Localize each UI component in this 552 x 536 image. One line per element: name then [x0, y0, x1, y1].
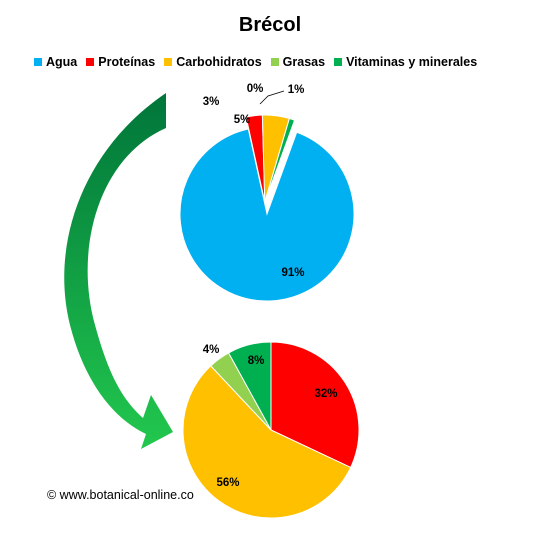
pie2-slice-vitaminas-y-minerales	[227, 341, 272, 431]
chart-legend: Agua Proteínas Carbohidratos Grasas Vita…	[34, 53, 486, 71]
pie1-label-carbohidratos: 5%	[234, 114, 251, 126]
pie1-label-grasas: 0%	[247, 83, 264, 95]
pie-chart-composition: 91% 3% 5% 0% 1%	[179, 83, 355, 302]
pie1-label-vitaminas-y-minerales: 1%	[288, 84, 305, 96]
legend-item-vitaminas: Vitaminas y minerales	[334, 55, 477, 69]
legend-item-agua: Agua	[34, 55, 77, 69]
legend-label-grasas: Grasas	[282, 55, 326, 69]
pie1-label-agua: 91%	[281, 267, 304, 279]
pie2-slice-carbohidratos	[182, 365, 352, 519]
chart-title: Brécol	[238, 14, 302, 36]
pie1-slice-agua	[179, 128, 355, 302]
legend-swatch-agua	[34, 58, 42, 66]
legend-label-carbohidratos: Carbohidratos	[176, 55, 262, 69]
pie1-slice-vitaminas-y-minerales	[264, 117, 296, 203]
curved-arrow	[64, 93, 173, 449]
legend-swatch-grasas	[270, 58, 279, 66]
legend-item-proteinas: Proteínas	[86, 55, 155, 69]
legend-swatch-vitaminas	[334, 58, 343, 66]
legend-item-grasas: Grasas	[270, 55, 326, 69]
legend-label-proteinas: Proteínas	[98, 55, 156, 69]
pie2-slice-proteinas	[270, 341, 360, 469]
legend-swatch-carbohidratos	[164, 58, 173, 66]
legend-label-vitaminas: Vitaminas y minerales	[346, 55, 478, 69]
pie1-label-proteinas: 3%	[203, 96, 220, 108]
pie-chart-dry-matter: 32% 56% 4% 8%	[182, 341, 360, 519]
pie2-label-proteinas: 32%	[314, 388, 337, 400]
pie2-label-vitaminas-y-minerales: 8%	[248, 355, 265, 367]
pie1-leader-line-vitaminas	[259, 90, 285, 105]
legend-swatch-proteinas	[86, 58, 95, 66]
copyright-text: © www.botanical-online.co	[47, 488, 196, 502]
pie2-label-carbohidratos: 56%	[216, 477, 239, 489]
legend-label-agua: Agua	[46, 55, 78, 69]
pie2-label-grasas: 4%	[203, 344, 220, 356]
legend-item-carbohidratos: Carbohidratos	[164, 55, 262, 69]
